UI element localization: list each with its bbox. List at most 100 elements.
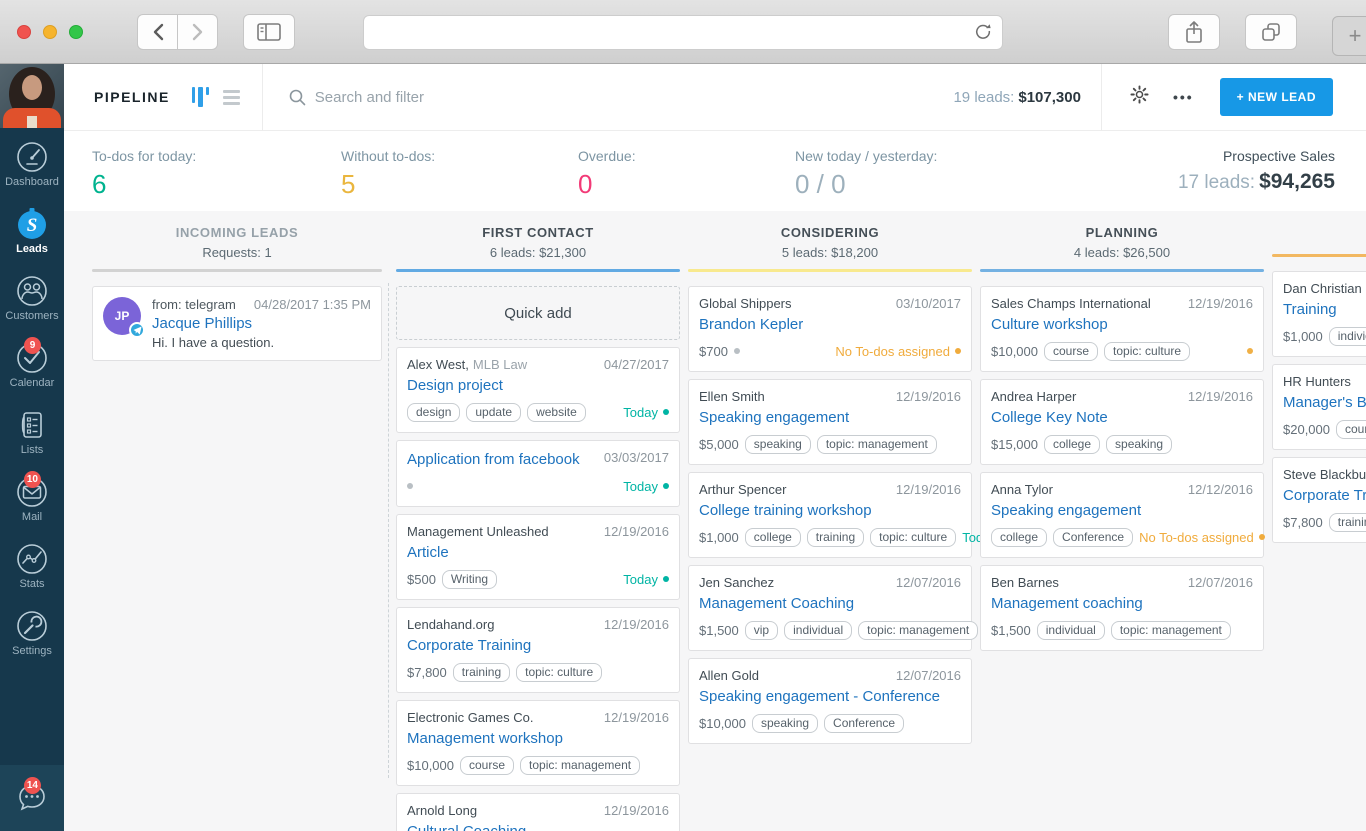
card-title-link[interactable]: College training workshop [699,502,872,519]
card-title-link[interactable]: Management workshop [407,730,563,747]
gear-icon [1130,85,1149,104]
lead-card[interactable]: Jen Sanchez 12/07/2016 Management Coachin… [688,565,979,651]
quick-add-button[interactable]: Quick add [396,286,680,340]
lead-card[interactable]: Steve Blackburn Corporate Training $7,80… [1272,457,1366,543]
card-title-link[interactable]: Application from facebook [407,451,580,468]
card-title-link[interactable]: Corporate Training [407,637,532,654]
sidebar-item-stats[interactable]: Stats [0,542,64,609]
tag: Conference [824,713,905,733]
status-badge: Today [623,572,669,587]
tabs-icon [1262,23,1280,41]
column-subtitle: 5 leads: $18,200 [781,245,879,260]
sidebar-item-lists[interactable]: Lists [0,408,64,475]
sidebar-item-customers[interactable]: Customers [0,274,64,341]
kanban-bars-icon [191,87,195,103]
card-title-link[interactable]: Brandon Kepler [699,316,804,333]
lead-card[interactable]: Electronic Games Co. 12/19/2016 Managemen… [396,700,680,786]
browser-sidebar-toggle-button[interactable] [243,14,295,50]
lead-card[interactable]: Ben Barnes 12/07/2016 Management coaching… [980,565,1264,651]
search-input[interactable]: Search and filter [289,89,424,106]
card-title-link[interactable]: Training [1283,301,1337,318]
browser-back-button[interactable] [137,14,178,50]
sidebar-item-dashboard[interactable]: Dashboard [0,140,64,207]
support-chat-button[interactable]: 14 [0,765,64,831]
card-title-link[interactable]: Jacque Phillips [152,315,253,332]
lead-source: from: telegram [152,297,236,312]
column-title: PLANNING [1085,225,1159,240]
browser-share-button[interactable] [1168,14,1220,50]
lead-message: Hi. I have a question. [152,335,275,350]
mail-badge: 10 [23,471,41,488]
card-title-link[interactable]: Culture workshop [991,316,1108,333]
new-lead-button[interactable]: + NEW LEAD [1219,78,1333,116]
incoming-lead-card[interactable]: JP from: telegram 04/28/2017 1:35 PM Jacq… [92,286,382,361]
lead-card[interactable]: Lendahand.org 12/19/2016 Corporate Traini… [396,607,680,693]
tag: topic: management [520,755,641,775]
chevron-right-icon [192,23,202,41]
tag: training [1328,512,1366,532]
card-title-link[interactable]: Speaking engagement [699,409,850,426]
user-avatar[interactable] [0,64,64,128]
tag: topic: management [1110,620,1231,640]
customers-icon [15,274,49,308]
close-window-button[interactable] [17,25,31,39]
reload-button[interactable] [974,21,992,46]
address-bar[interactable] [363,15,1003,50]
lead-card[interactable]: HR Hunters Manager's Bootcamp $20,000 co… [1272,364,1366,450]
kanban-view-toggle[interactable] [191,87,209,107]
settings-wrench-icon [15,609,49,643]
pipeline-summary: 19 leads: $107,300 [953,88,1081,106]
card-title-link[interactable]: Management Coaching [699,595,855,612]
card-title-link[interactable]: Speaking engagement [991,502,1142,519]
sidebar-item-leads[interactable]: S Leads [0,207,64,274]
lead-card[interactable]: Application from facebook 03/03/2017 Toda… [396,440,680,507]
lead-card[interactable]: Arthur Spencer 12/19/2016 College trainin… [688,472,1008,558]
support-chat-icon: 14 [15,777,49,815]
lead-card[interactable]: Anna Tylor 12/12/2016 Speaking engagement… [980,472,1265,558]
column-accent-bar [980,269,1264,272]
sidebar-item-label: Lists [20,444,44,456]
card-title-link[interactable]: Design project [407,377,503,394]
tag: course [1044,341,1099,361]
prospective-sales-summary: Prospective Sales 17 leads: $94,265 [1177,148,1335,193]
lead-card[interactable]: Global Shippers 03/10/2017 Brandon Kepler… [688,286,972,372]
tag: training [806,527,865,547]
card-title-link[interactable]: Cultural Coaching [407,822,669,831]
lead-card[interactable]: Alex West, MLB Law 04/27/2017 Design proje… [396,347,680,433]
new-tab-button[interactable]: + [1332,16,1366,56]
lead-card[interactable]: Andrea Harper 12/19/2016 College Key Note… [980,379,1264,465]
browser-toolbar: + [0,0,1366,64]
status-dot [407,483,413,489]
zoom-window-button[interactable] [69,25,83,39]
card-title-link[interactable]: Corporate Training [1283,487,1366,504]
sidebar-item-calendar[interactable]: 9 Calendar [0,337,64,408]
column-planning: PLANNING 4 leads: $26,500 Sales Champs I… [980,225,1265,651]
card-title-link[interactable]: Management coaching [991,595,1143,612]
lead-card[interactable]: Dan Christian Training $1,000 individual [1272,271,1366,357]
browser-tabs-overview-button[interactable] [1245,14,1297,50]
lead-card[interactable]: Allen Gold 12/07/2016 Speaking engagement… [688,658,972,744]
lead-card[interactable]: Management Unleashed 12/19/2016 Article $… [396,514,680,600]
lead-card[interactable]: Ellen Smith 12/19/2016 Speaking engagemen… [688,379,972,465]
lead-card[interactable]: Sales Champs International 12/19/2016 Cul… [980,286,1264,372]
card-title-link[interactable]: College Key Note [991,409,1108,426]
card-title-link[interactable]: Article [407,544,449,561]
column-subtitle: 6 leads: $21,300 [489,245,587,260]
search-placeholder: Search and filter [314,88,425,106]
stats-bar: To-dos for today: 6 Without to-dos: 5 Ov… [64,131,1366,211]
pipeline-settings-button[interactable] [1130,85,1149,109]
card-title-link[interactable]: Manager's Bootcamp [1283,394,1366,411]
card-title-link[interactable]: Speaking engagement - Conference [699,688,940,705]
list-view-toggle[interactable] [222,89,240,105]
column-first-contact: FIRST CONTACT 6 leads: $21,300 Quick add… [396,225,680,831]
browser-forward-button[interactable] [177,14,218,50]
column-title: INCOMING LEADS [175,225,299,240]
tag: individual [1328,326,1366,346]
sidebar-item-settings[interactable]: Settings [0,609,64,676]
column-clipped-right: Dan Christian Training $1,000 individual… [1272,225,1366,543]
column-accent-bar [396,269,680,272]
more-options-button[interactable]: ••• [1172,89,1194,105]
sidebar-item-mail[interactable]: 10 Mail [0,471,64,542]
minimize-window-button[interactable] [43,25,57,39]
